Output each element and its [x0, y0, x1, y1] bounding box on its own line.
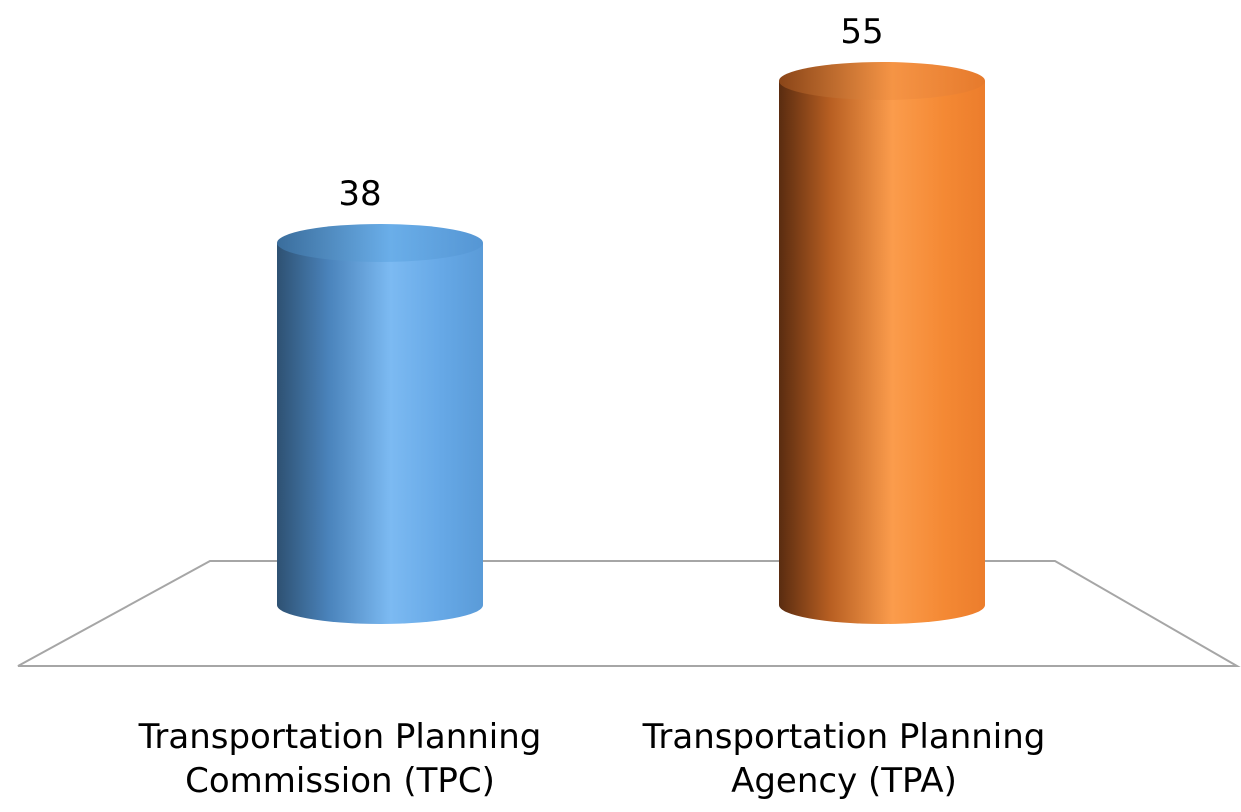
bar-body-0 [277, 242, 483, 625]
category-label-0-line-1: Commission (TPC) [185, 761, 495, 801]
category-label-1: Transportation Planning Agency (TPA) [642, 717, 1046, 801]
bar-top-0 [277, 223, 483, 262]
bar-body-1 [779, 81, 985, 624]
bar-0 [277, 223, 483, 625]
category-label-1-line-1: Agency (TPA) [731, 761, 957, 801]
category-label-1-line-0: Transportation Planning [642, 717, 1046, 757]
bars-layer [277, 62, 985, 625]
data-label-1: 55 [840, 12, 883, 52]
chart-floor [17, 560, 1241, 667]
bar-top-1 [779, 62, 985, 100]
data-label-0: 38 [338, 174, 381, 214]
category-label-0: Transportation Planning Commission (TPC) [138, 717, 542, 801]
bar-1 [779, 62, 985, 624]
category-label-0-line-0: Transportation Planning [138, 717, 542, 757]
